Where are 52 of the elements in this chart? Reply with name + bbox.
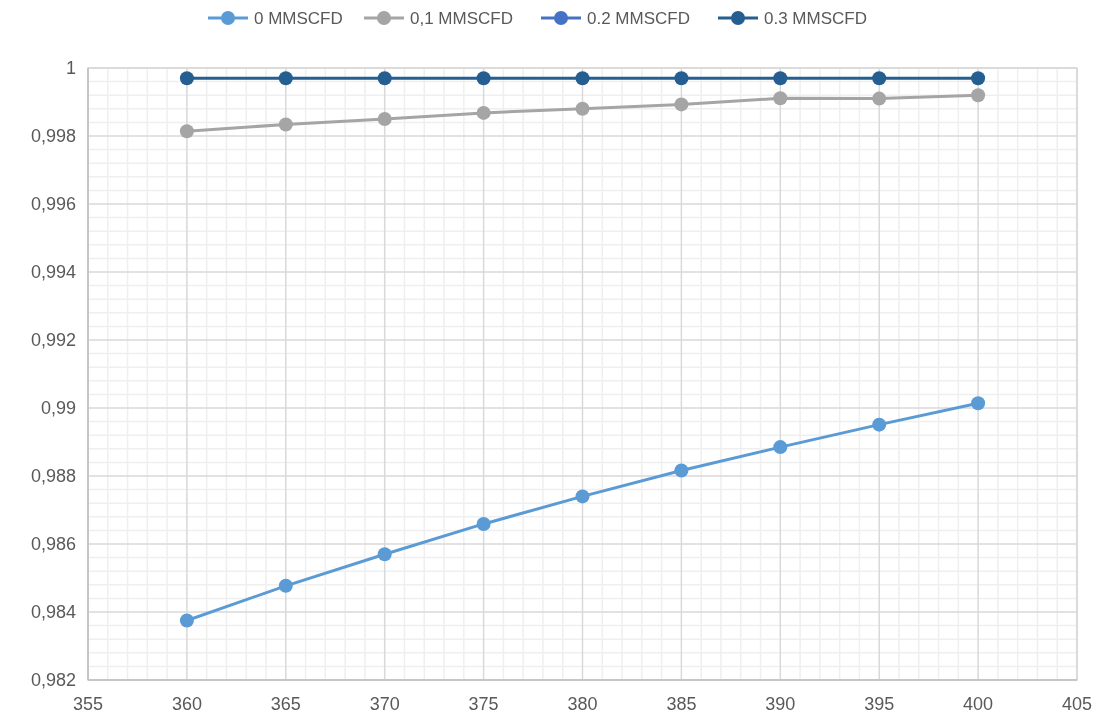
point (674, 71, 689, 86)
point (575, 489, 590, 504)
x-tick-label: 375 (468, 694, 499, 714)
point (872, 417, 887, 432)
y-tick-label: 0,984 (30, 602, 76, 622)
point (278, 117, 293, 132)
x-tick-label: 385 (666, 694, 697, 714)
point (674, 97, 689, 112)
x-tick-label: 390 (765, 694, 796, 714)
point (179, 71, 194, 86)
point (377, 547, 392, 562)
y-tick-label: 0,99 (40, 398, 76, 418)
y-tick-label: 0,992 (30, 330, 76, 350)
point (476, 71, 491, 86)
y-tick-label: 0,988 (30, 466, 76, 486)
point (278, 71, 293, 86)
y-tick-label: 0,982 (30, 670, 76, 690)
point (773, 71, 788, 86)
y-tick-label: 1 (65, 58, 76, 78)
point (476, 516, 491, 531)
point (278, 578, 293, 593)
point (872, 91, 887, 106)
x-tick-label: 365 (270, 694, 301, 714)
point (971, 396, 986, 411)
x-tick-label: 395 (864, 694, 895, 714)
legend-label: 0,1 MMSCFD (410, 9, 513, 28)
y-tick-label: 0,986 (30, 534, 76, 554)
point (575, 101, 590, 116)
point (773, 440, 788, 455)
point (773, 91, 788, 106)
point (872, 71, 887, 86)
x-tick-label: 380 (567, 694, 598, 714)
point (179, 124, 194, 139)
point (377, 112, 392, 126)
legend-label: 0 MMSCFD (254, 9, 343, 28)
x-tick-label: 360 (171, 694, 202, 714)
point (476, 105, 491, 120)
point (575, 71, 590, 86)
legend-label: 0.3 MMSCFD (764, 9, 867, 28)
x-tick-label: 400 (963, 694, 994, 714)
point (971, 88, 986, 103)
point (179, 613, 194, 628)
point (971, 71, 986, 86)
y-tick-label: 0,996 (30, 194, 76, 214)
y-tick-label: 0,998 (30, 126, 76, 146)
point (674, 463, 689, 478)
x-tick-label: 405 (1061, 694, 1093, 714)
point (377, 71, 392, 86)
legend-label: 0.2 MMSCFD (587, 9, 690, 28)
x-tick-label: 355 (72, 694, 104, 714)
x-tick-label: 370 (369, 694, 400, 714)
y-tick-label: 0,994 (30, 262, 76, 282)
